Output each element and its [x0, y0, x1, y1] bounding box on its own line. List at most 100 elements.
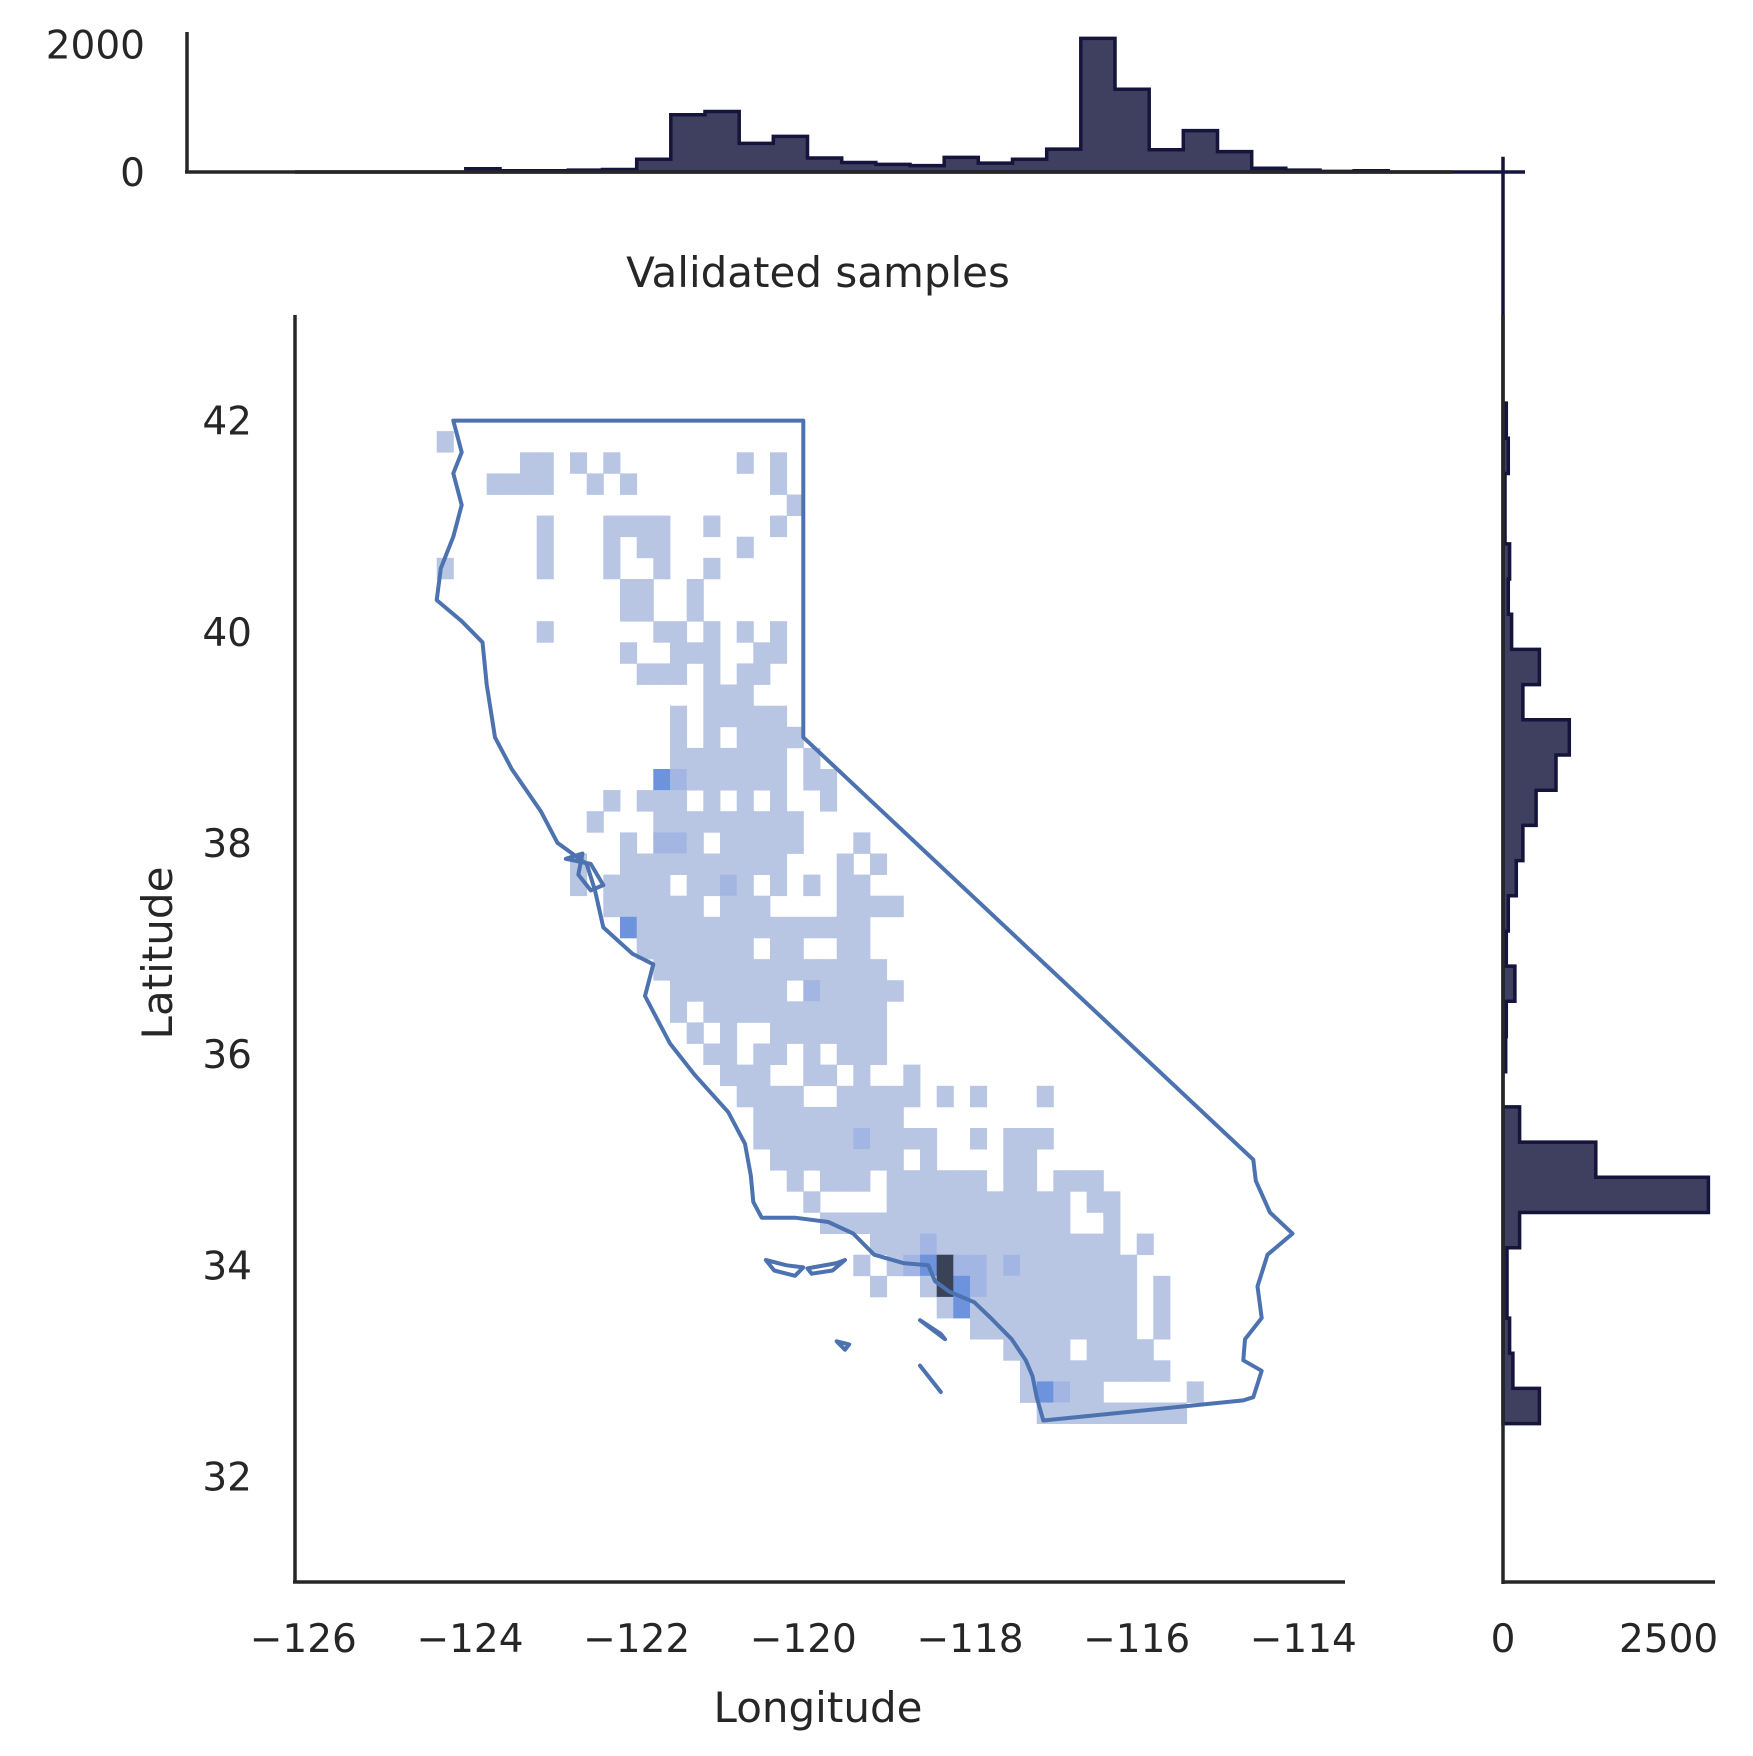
heatmap-cell: [770, 1043, 788, 1065]
heatmap-cell: [720, 980, 738, 1002]
heatmap-cell: [1070, 1170, 1088, 1192]
heatmap-cell: [770, 832, 788, 854]
heatmap-cell: [770, 916, 788, 939]
heatmap-cell: [803, 1064, 821, 1087]
heatmap-cell: [1053, 1318, 1071, 1340]
heatmap-cell: [786, 937, 804, 960]
heatmap-cell: [820, 916, 838, 939]
heatmap-cell: [620, 895, 638, 918]
heatmap-cell: [853, 980, 871, 1002]
y-tick-label: 40: [202, 611, 252, 656]
heatmap-cell: [820, 1001, 838, 1023]
heatmap-cell: [1036, 1296, 1054, 1319]
heatmap-cell: [1020, 1275, 1038, 1298]
heatmap-cell: [1136, 1402, 1154, 1424]
heatmap-cell: [853, 1043, 871, 1065]
heatmap-cell: [1103, 1360, 1121, 1382]
heatmap-cell: [1003, 1233, 1021, 1256]
heatmap-cell: [753, 642, 771, 664]
heatmap-cell: [703, 621, 721, 643]
heatmap-cell: [853, 1064, 871, 1087]
heatmap-cell: [686, 937, 704, 960]
heatmap-cell: [703, 853, 721, 875]
heatmap-cell: [870, 1149, 888, 1171]
heatmap-cell: [970, 1212, 988, 1234]
heatmap-cell: [970, 1170, 988, 1192]
heatmap-cell: [870, 1043, 888, 1065]
heatmap-cell: [1153, 1275, 1171, 1298]
heatmap-cell: [1103, 1254, 1121, 1277]
heatmap-cell: [836, 1106, 854, 1129]
heatmap-cell: [636, 515, 654, 538]
heatmap-cell: [770, 726, 788, 749]
heatmap-cell: [803, 1043, 821, 1065]
heatmap-cell: [603, 515, 621, 538]
heatmap-cell: [870, 895, 888, 918]
island-outline: [763, 1258, 806, 1278]
heatmap-cell: [720, 684, 738, 706]
heatmap-cell: [753, 980, 771, 1002]
heatmap-cell: [770, 811, 788, 833]
heatmap-cell: [1070, 1381, 1088, 1403]
heatmap-cell: [1003, 1296, 1021, 1319]
heatmap-cell: [870, 1106, 888, 1129]
heatmap-cell: [653, 895, 671, 918]
heatmap-cell: [920, 1275, 938, 1298]
heatmap-cell: [703, 790, 721, 812]
island-outline: [834, 1339, 852, 1352]
heatmap-cell: [903, 1064, 921, 1087]
heatmap-cell: [703, 684, 721, 706]
heatmap-cell: [670, 937, 688, 960]
heatmap-cell: [803, 1022, 821, 1044]
heatmap-cell: [1070, 1318, 1088, 1340]
heatmap-cell: [736, 874, 754, 897]
heatmap-cell: [736, 663, 754, 685]
heatmap-cell: [870, 959, 888, 981]
heatmap-cell: [770, 621, 788, 643]
heatmap-cell: [870, 1212, 888, 1234]
heatmap-cell: [753, 959, 771, 981]
heatmap-cell: [570, 452, 588, 474]
heatmap-cell: [670, 663, 688, 685]
heatmap-cell: [786, 832, 804, 854]
heatmap-cell: [670, 726, 688, 749]
heatmap-cell: [703, 1043, 721, 1065]
heatmap-cell: [703, 937, 721, 960]
heatmap-cell: [536, 557, 554, 580]
heatmap-cell: [1053, 1360, 1071, 1382]
heatmap-cell: [786, 1022, 804, 1044]
heatmap-cell: [853, 1212, 871, 1234]
heatmap-cell: [1053, 1381, 1071, 1403]
heatmap-cell: [736, 747, 754, 770]
heatmap-cell: [836, 980, 854, 1002]
heatmap-cell: [953, 1254, 971, 1277]
heatmap-cell: [886, 895, 904, 918]
heatmap-cell: [786, 1085, 804, 1108]
heatmap-cell: [753, 811, 771, 833]
heatmap-cell: [686, 853, 704, 875]
heatmap-cell: [720, 916, 738, 939]
heatmap-cell: [736, 832, 754, 854]
heatmap-cell: [653, 515, 671, 538]
heatmap-cell: [853, 1170, 871, 1192]
heatmap-cell: [936, 1170, 954, 1192]
heatmap-cell: [770, 790, 788, 812]
heatmap-cell: [1136, 1360, 1154, 1382]
heatmap-cell: [653, 832, 671, 854]
heatmap-cell: [1003, 1254, 1021, 1277]
heatmap-cell: [770, 473, 788, 495]
heatmap-cell: [770, 1085, 788, 1108]
heatmap-cell: [886, 1170, 904, 1192]
heatmap-cell: [870, 1233, 888, 1256]
heatmap-cell: [953, 1212, 971, 1234]
heatmap-cell: [603, 874, 621, 897]
heatmap-cell: [803, 980, 821, 1002]
heatmap-cell: [1120, 1296, 1138, 1319]
y-tick-label: 34: [202, 1244, 252, 1289]
heatmap-cell: [770, 747, 788, 770]
heatmap-cell: [936, 1212, 954, 1234]
heatmap-cell: [753, 895, 771, 918]
heatmap-cell: [736, 937, 754, 960]
heatmap-cell: [1036, 1085, 1054, 1108]
heatmap-cell: [736, 790, 754, 812]
